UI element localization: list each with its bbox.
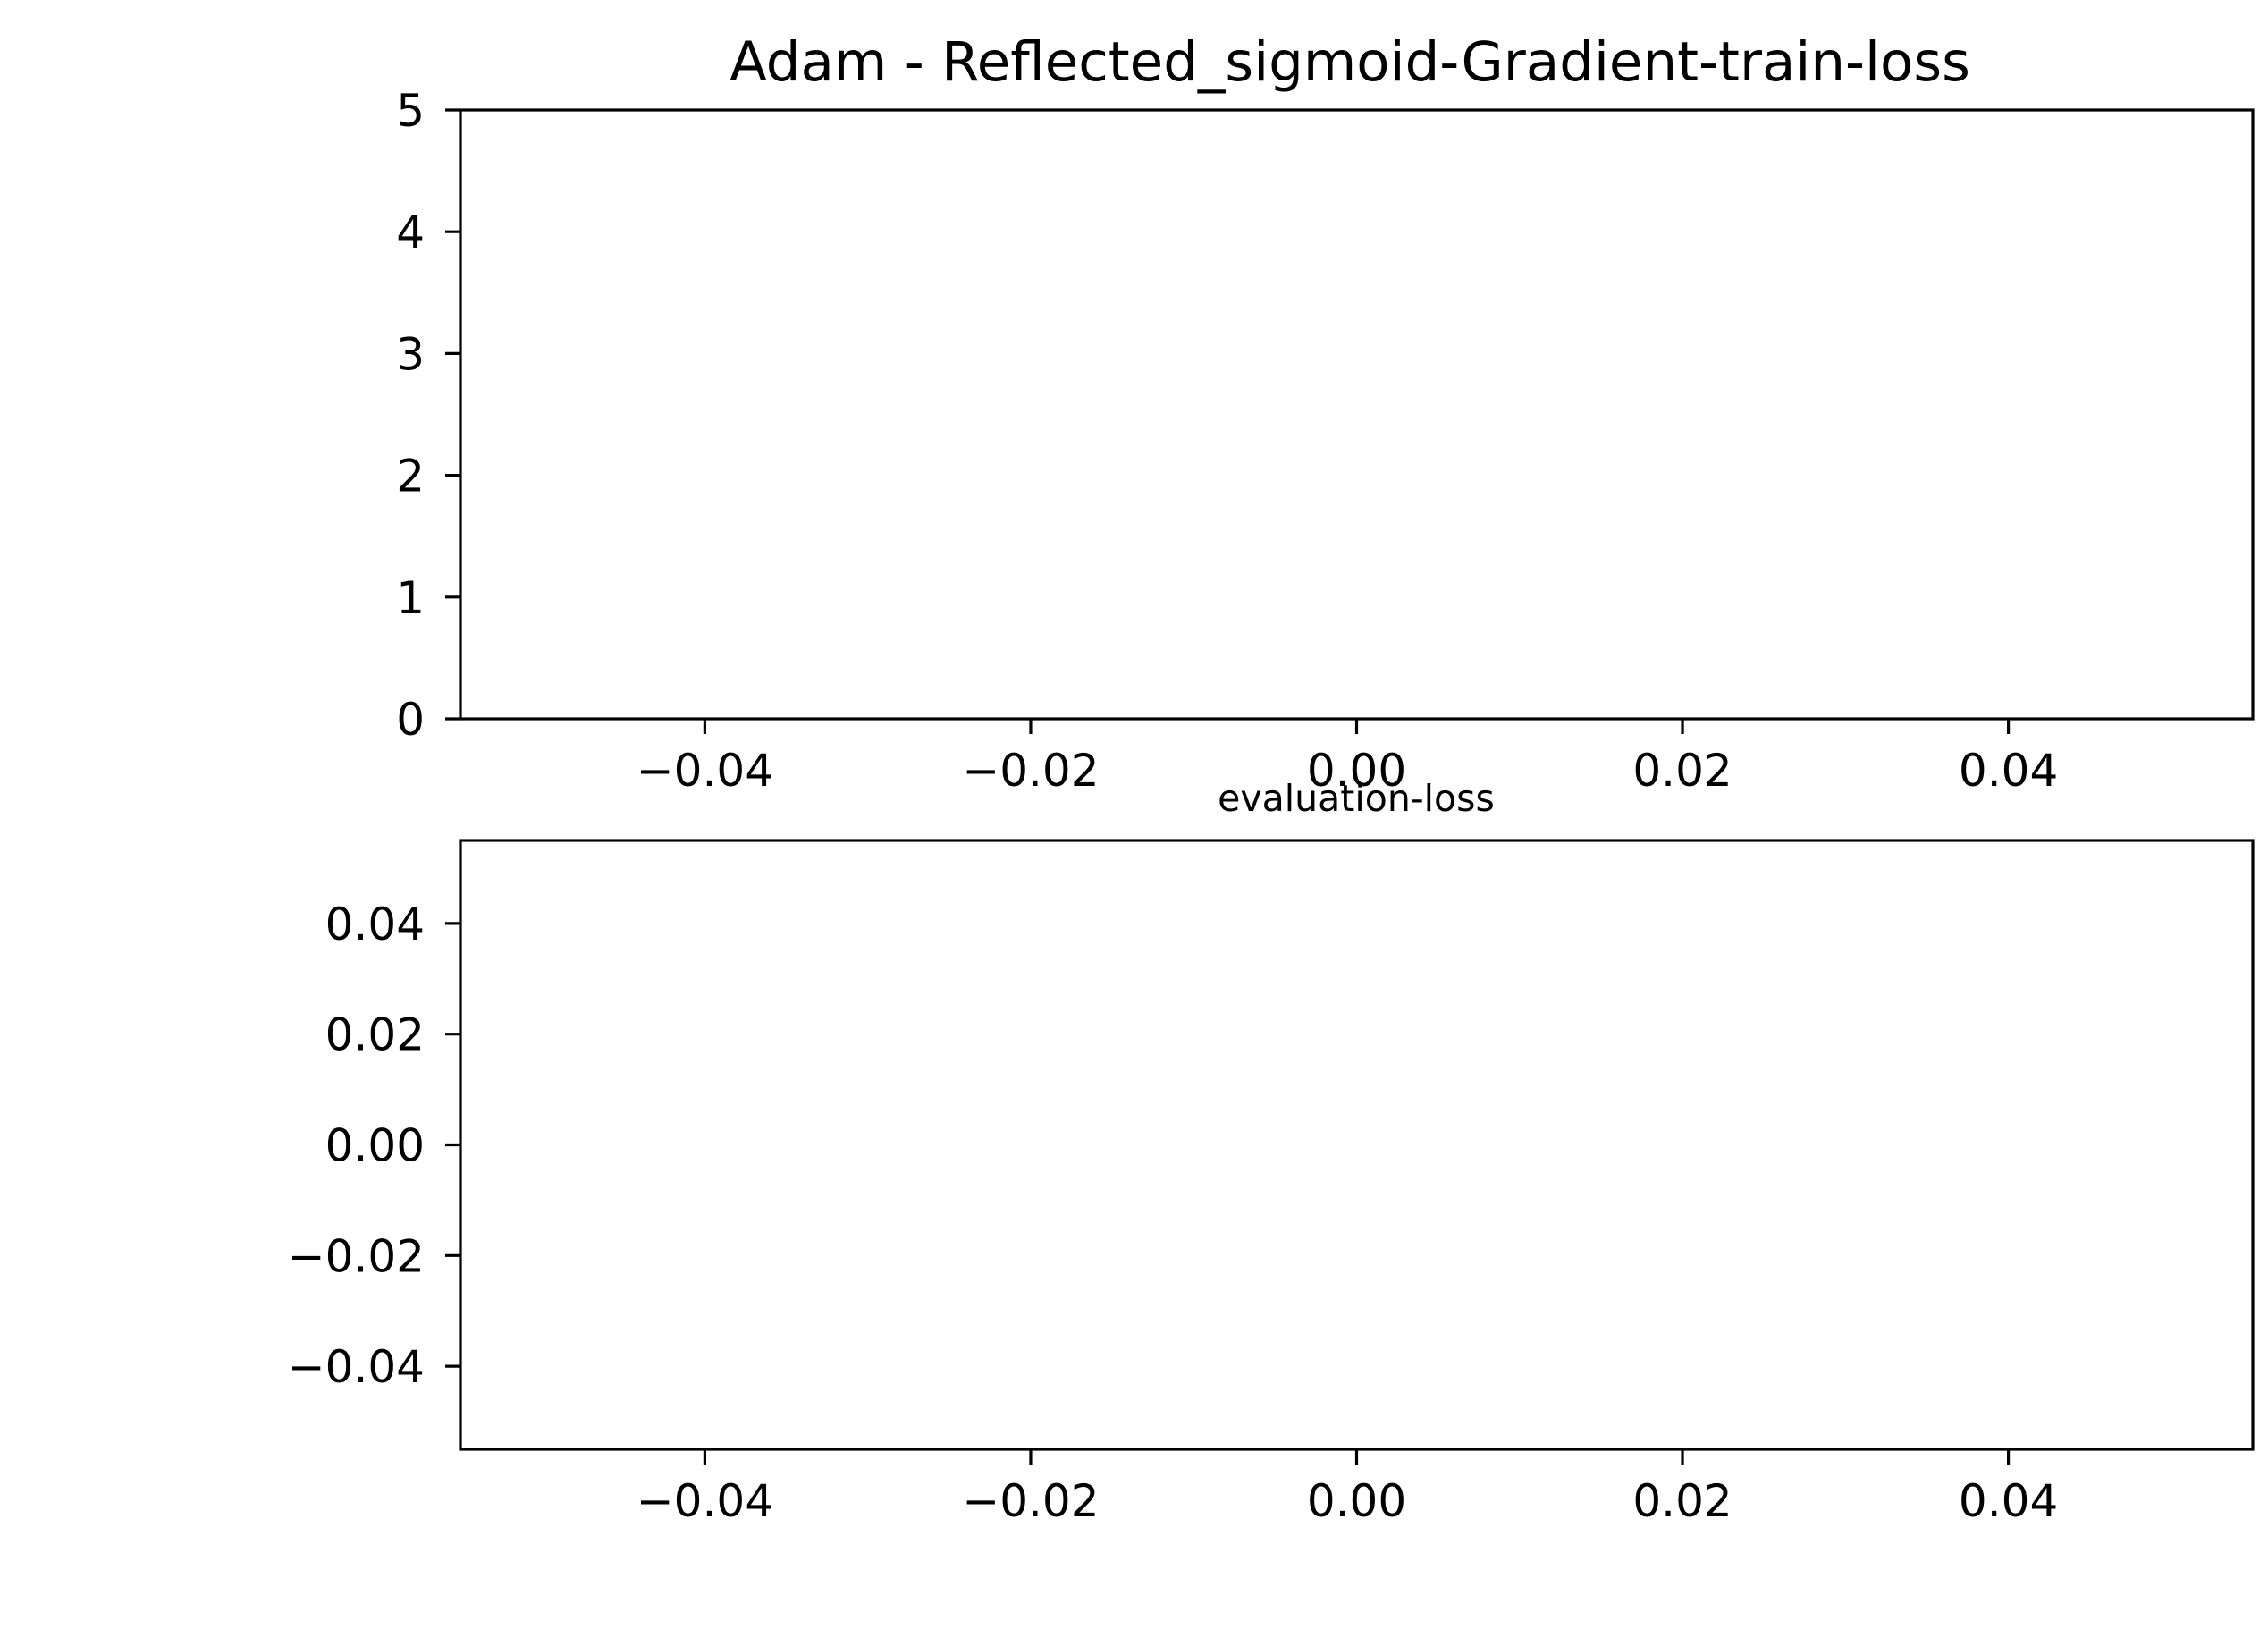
x-tick-label: −0.02 [962, 745, 1099, 797]
y-tick-label: 3 [396, 328, 425, 380]
y-tick-label: −0.02 [288, 1230, 425, 1282]
y-tick-label: 1 [396, 572, 425, 624]
y-tick-label: 5 [396, 85, 425, 137]
y-tick-label: −0.04 [288, 1341, 425, 1393]
y-tick-label: 0.04 [325, 899, 425, 950]
x-tick-label: −0.04 [637, 1475, 773, 1527]
evaluation-loss-title: evaluation-loss [1218, 777, 1495, 820]
train-loss-title: Adam - Reflected_sigmoid-Gradient-train-… [729, 30, 1970, 94]
y-tick-label: 0.00 [325, 1120, 425, 1172]
evaluation-loss-plot-area [459, 839, 2255, 1451]
x-tick-label: 0.04 [1959, 745, 2058, 797]
x-tick-label: −0.02 [962, 1475, 1099, 1527]
evaluation-loss-panel: evaluation-loss −0.04 −0.02 0.00 0.02 0.04−0… [288, 777, 2255, 1527]
train-loss-panel: Adam - Reflected_sigmoid-Gradient-train-… [396, 30, 2255, 797]
x-tick-label: −0.04 [637, 745, 773, 797]
y-tick-label: 0.02 [325, 1009, 425, 1061]
train-loss-ticks: −0.04 −0.02 0.00 0.02 0.04 0 1 2 3 4 5 [396, 85, 2058, 797]
y-tick-label: 2 [396, 451, 425, 502]
evaluation-loss-ticks: −0.04 −0.02 0.00 0.02 0.04 −0.04 −0.02 0.00 0.02… [288, 899, 2058, 1527]
x-tick-label: 0.00 [1307, 745, 1406, 797]
x-tick-label: 0.02 [1632, 745, 1732, 797]
x-tick-label: 0.02 [1632, 1475, 1732, 1527]
y-tick-label: 4 [396, 207, 425, 258]
x-tick-label: 0.04 [1959, 1475, 2058, 1527]
y-tick-label: 0 [396, 694, 425, 746]
x-tick-label: 0.00 [1307, 1475, 1406, 1527]
train-loss-plot-area [459, 108, 2255, 721]
